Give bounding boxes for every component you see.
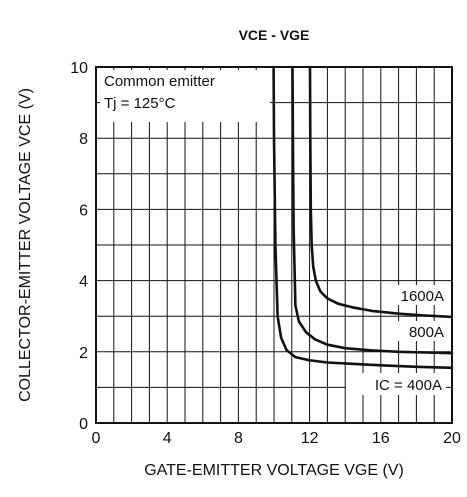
annotation-temperature: Tj = 125°C	[104, 95, 176, 112]
x-tick-label: 0	[92, 430, 101, 447]
y-tick-label: 10	[70, 60, 88, 77]
series-label-bg-1600	[382, 285, 446, 305]
x-tick-label: 20	[443, 430, 461, 447]
x-tick-label: 4	[163, 430, 172, 447]
curves	[272, 65, 454, 370]
tick-labels: 0 4 8 12 16 20 0 2 4 6 8 10	[70, 60, 461, 447]
x-tick-label: 16	[372, 430, 390, 447]
annotation-common-emitter: Common emitter	[104, 73, 215, 90]
y-tick-label: 4	[79, 274, 88, 291]
annotation-background	[100, 70, 270, 122]
y-tick-label: 8	[79, 131, 88, 148]
series-label-1600A: 1600A	[401, 288, 444, 305]
series-label-bg-800	[394, 321, 446, 341]
chart-title: VCE - VGE	[239, 27, 310, 43]
series-line-2	[308, 65, 454, 319]
series-line-0	[272, 65, 454, 370]
y-axis-title: COLLECTOR-EMITTER VOLTAGE VCE (V)	[17, 88, 34, 402]
x-axis-title: GATE-EMITTER VOLTAGE VGE (V)	[144, 462, 404, 479]
y-tick-label: 6	[79, 202, 88, 219]
plot-frame	[95, 66, 453, 424]
series-label-bg-400	[346, 373, 446, 395]
y-tick-label: 0	[79, 416, 88, 433]
x-tick-label: 8	[234, 430, 243, 447]
series-line-1	[291, 65, 454, 355]
y-tick-label: 2	[79, 345, 88, 362]
x-tick-label: 12	[301, 430, 319, 447]
series-label-400A: IC = 400A	[375, 377, 442, 394]
series-label-800A: 800A	[409, 324, 444, 341]
